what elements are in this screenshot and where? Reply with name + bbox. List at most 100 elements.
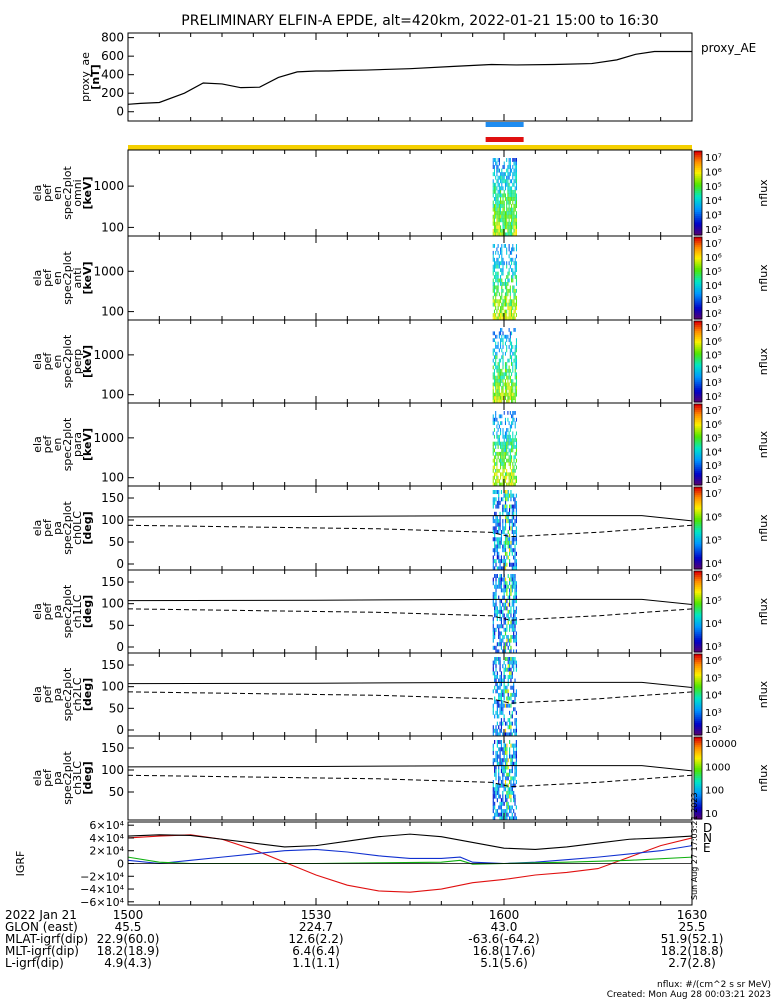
pa-spec-3-colorbar-cell-20 <box>694 778 702 781</box>
energy-spec-1-cell-5-10 <box>498 278 500 283</box>
energy-spec-2-cell-1-6 <box>493 348 495 353</box>
energy-spec-2-colorbar-cell-19 <box>694 359 702 363</box>
energy-spec-2-cell-11-2 <box>506 334 508 339</box>
energy-spec-0-cell-13-4 <box>508 172 510 177</box>
energy-spec-1-cell-4-2 <box>497 250 499 255</box>
energy-spec-3-cell-16-11 <box>512 448 514 453</box>
pa-spec-2-cell-5-0 <box>499 657 501 661</box>
energy-spec-3-cell-17-17 <box>513 468 515 473</box>
energy-spec-2-cell-4-18 <box>497 389 499 394</box>
pa-spec-3-cell-11-12 <box>507 783 509 788</box>
energy-spec-0-cell-15-9 <box>511 189 513 194</box>
pa-spec-2-colorbar-cell-3 <box>694 660 702 663</box>
pa-spec-0-cell-11-15 <box>507 544 509 549</box>
energy-spec-3-cell-11-14 <box>506 458 508 463</box>
energy-spec-2-cell-18-7 <box>514 351 516 356</box>
energy-spec-2-cell-13-18 <box>508 389 510 394</box>
pa-spec-1-cell-3-19 <box>496 642 498 647</box>
energy-spec-0-cell-10-11 <box>504 197 506 201</box>
energy-spec-0-cell-8-4 <box>502 172 504 177</box>
pa-spec-0-cell-7-6 <box>502 511 504 516</box>
pa-spec-0-cell-1-16 <box>494 548 496 553</box>
pa-spec-1-cell-5-0 <box>499 574 501 578</box>
energy-spec-2-cell-3-21 <box>496 399 498 404</box>
proxy-ae-ticklabel-3: 200 <box>101 86 124 100</box>
energy-spec-2-colorbar-cell-8 <box>694 337 702 340</box>
energy-spec-1-cell-1-12 <box>493 285 495 290</box>
pa-spec-3-cell-17-5 <box>515 758 517 763</box>
pa-spec-1-cell-3-21 <box>496 649 498 654</box>
energy-spec-3-cell-7-10 <box>501 445 503 449</box>
energy-spec-2-cell-18-13 <box>514 372 516 377</box>
energy-spec-1-cell-8-18 <box>502 306 504 311</box>
pa-spec-1-cell-8-3 <box>503 584 505 589</box>
energy-spec-0-cell-15-15 <box>511 211 513 216</box>
energy-spec-1-cell-16-8 <box>512 271 514 276</box>
energy-spec-0-cell-19-16 <box>515 214 517 219</box>
pa-spec-3-colorbar-cell-18 <box>694 773 702 777</box>
energy-spec-3-ylabel-line-0: ela <box>31 436 44 453</box>
energy-spec-3-cell-7-14 <box>501 458 503 463</box>
pa-spec-1-cell-1-8 <box>494 602 496 607</box>
pa-spec-2-cell-11-7 <box>507 682 509 687</box>
pa-spec-0-cell-1-19 <box>494 559 496 564</box>
pa-spec-1-cell-4-14 <box>498 624 500 629</box>
energy-spec-2-cell-5-18 <box>498 389 500 394</box>
pa-spec-2-cell-16-11 <box>514 696 516 701</box>
energy-spec-0-cell-15-17 <box>511 218 513 223</box>
energy-spec-2-cell-4-13 <box>497 372 499 377</box>
energy-spec-1-cell-7-7 <box>501 268 503 273</box>
energy-spec-3-cell-11-10 <box>506 445 508 449</box>
pa-spec-3-cell-11-13 <box>507 787 509 792</box>
energy-spec-2-cell-2-10 <box>495 362 497 366</box>
energy-spec-1-cell-14-2 <box>509 250 511 255</box>
pa-spec-3-colorbar-cell-33 <box>694 804 702 808</box>
pa-spec-1-cell-15-14 <box>513 624 515 629</box>
energy-spec-3-colorbar-cell-4 <box>694 412 702 415</box>
energy-spec-1-cell-4-12 <box>497 285 499 290</box>
energy-spec-0-cell-18-14 <box>514 207 516 212</box>
pa-spec-2-colorbar-cell-36 <box>694 726 702 730</box>
energy-spec-2-cell-15-16 <box>511 382 513 387</box>
energy-spec-0-cell-19-6 <box>515 179 517 184</box>
pa-spec-1-cell-11-6 <box>507 595 509 600</box>
pa-spec-0-ylabel-line-2: pa <box>51 521 64 535</box>
energy-spec-2-cell-10-13 <box>504 372 506 377</box>
energy-spec-2-cell-0-3 <box>492 338 494 343</box>
pa-spec-3-cell-5-18 <box>499 805 501 810</box>
energy-spec-3-cell-14-15 <box>509 462 511 466</box>
energy-spec-0-cell-19-13 <box>515 204 517 209</box>
energy-spec-0-cell-12-6 <box>507 179 509 184</box>
xaxis-row-label-0: 2022 Jan 21 <box>5 908 77 922</box>
pa-spec-0-cell-10-20 <box>506 562 508 567</box>
energy-spec-1-cell-19-13 <box>515 288 517 293</box>
pa-spec-3-cell-1-21 <box>494 816 496 821</box>
pa-spec-0-cell-10-8 <box>506 519 508 524</box>
energy-spec-0-cell-18-0 <box>514 158 516 162</box>
pa-spec-2-cell-5-3 <box>499 667 501 672</box>
energy-spec-2-colorbar-tick-5: 10² <box>705 392 722 403</box>
energy-spec-1-cell-8-17 <box>502 302 504 307</box>
xaxis-tick-2-line-3: 16.8(17.6) <box>473 944 536 958</box>
energy-spec-2-cell-19-19 <box>515 392 517 397</box>
pa-spec-0-cell-2-6 <box>495 511 497 516</box>
energy-spec-2-cell-4-14 <box>497 375 499 380</box>
energy-spec-3-cell-1-13 <box>493 455 495 460</box>
energy-spec-0-cell-15-18 <box>511 221 513 226</box>
pa-spec-2-cell-5-5 <box>499 674 501 679</box>
energy-spec-0-cell-11-11 <box>506 197 508 201</box>
pa-spec-0-ticklabel-1: 100 <box>101 513 124 527</box>
energy-spec-2-cell-8-9 <box>502 358 504 363</box>
energy-spec-1-cell-18-13 <box>514 288 516 293</box>
pa-spec-0-ylabel-line-1: pef <box>41 518 54 537</box>
pa-spec-0-cell-12-14 <box>509 540 511 545</box>
energy-spec-1-cell-3-6 <box>496 264 498 269</box>
pa-spec-1-cell-5-7 <box>499 599 501 604</box>
pa-spec-3-cell-17-9 <box>515 772 517 777</box>
pa-spec-3-cell-9-7 <box>504 765 507 770</box>
pa-spec-1-cell-17-9 <box>515 606 517 611</box>
energy-spec-1-colorbar-cell-0 <box>694 237 702 240</box>
pa-spec-2-cell-1-4 <box>494 671 496 676</box>
pa-spec-1-cell-16-14 <box>514 624 516 629</box>
energy-spec-2-cell-7-6 <box>501 348 503 353</box>
